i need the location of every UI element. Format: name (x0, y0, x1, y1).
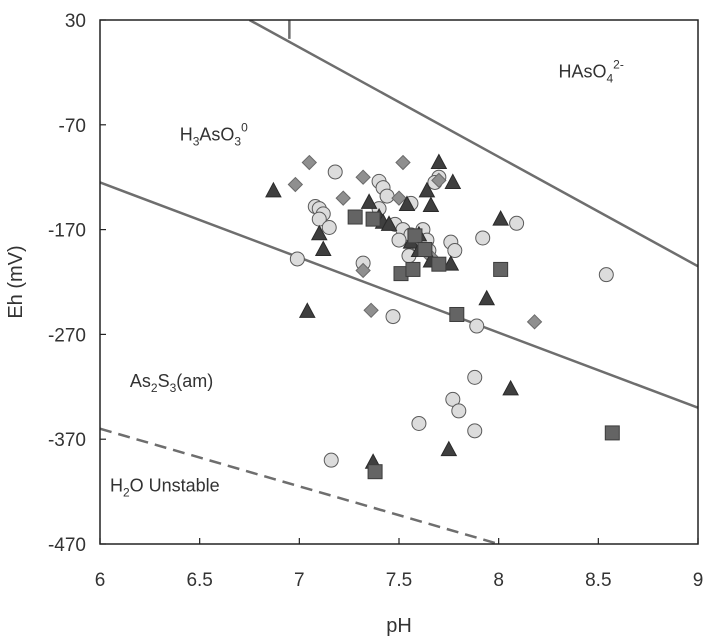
circle-point-34 (451, 403, 467, 419)
y-tick-label-5: -470 (48, 535, 86, 556)
diamond-point-4 (395, 154, 411, 171)
diamond-point-7 (363, 302, 379, 319)
x-tick-label-5: 8.5 (585, 570, 611, 591)
boundary-line-2 (100, 181, 698, 409)
diamond-point-3 (355, 169, 371, 185)
region-label-h2o: H2O Unstable (110, 476, 220, 500)
triangle-point-7 (380, 215, 398, 231)
diamond-point-9 (526, 314, 543, 330)
y-tick-label-1: -70 (59, 116, 86, 137)
region-label-h3aso3: H3AsO30 (180, 121, 248, 149)
triangle-point-1 (298, 302, 316, 318)
circle-point-33 (445, 391, 461, 407)
square-point-9 (367, 464, 383, 480)
triangle-point-18 (444, 173, 462, 189)
triangle-point-15 (422, 196, 440, 212)
circle-point-30 (385, 309, 401, 325)
y-tick-label-0: 30 (65, 11, 86, 32)
y-tick-label-3: -270 (48, 325, 86, 346)
triangle-point-19 (478, 289, 496, 306)
circle-point-27 (598, 267, 614, 283)
region-label-haso4: HAsO42- (558, 58, 623, 86)
circle-point-26 (509, 215, 525, 231)
square-point-0 (347, 209, 363, 225)
x-tick-label-1: 6.5 (186, 570, 212, 591)
circle-point-8 (379, 188, 395, 204)
boundary-line-3 (100, 427, 500, 544)
circle-point-31 (469, 318, 485, 334)
diamond-point-8 (355, 262, 371, 279)
triangle-point-17 (442, 255, 460, 271)
circle-point-24 (447, 243, 463, 259)
x-axis-title: pH (386, 615, 412, 637)
triangle-point-14 (418, 181, 436, 198)
circle-point-35 (467, 423, 483, 439)
square-point-6 (431, 256, 447, 272)
x-tick-label-4: 8 (493, 570, 504, 591)
square-point-10 (604, 425, 620, 441)
triangle-point-22 (440, 440, 458, 457)
square-point-3 (417, 242, 433, 258)
diamond-point-2 (335, 190, 351, 206)
diamond-point-1 (287, 176, 304, 193)
region-label-as2s3: As2S3(am) (130, 371, 213, 395)
circle-point-36 (411, 415, 427, 431)
triangle-point-20 (492, 210, 509, 226)
circle-point-0 (327, 164, 343, 180)
x-tick-label-6: 9 (693, 570, 704, 591)
circle-point-37 (323, 452, 339, 468)
y-axis-title: Eh (mV) (5, 245, 27, 318)
diamond-point-0 (301, 154, 318, 171)
y-tick-label-4: -370 (48, 430, 86, 451)
square-point-8 (449, 306, 465, 322)
circle-point-16 (391, 232, 407, 248)
triangle-point-4 (360, 193, 378, 209)
x-tick-label-0: 6 (95, 570, 106, 591)
square-point-5 (405, 261, 421, 277)
circle-point-32 (467, 369, 483, 385)
triangle-point-16 (430, 153, 448, 170)
triangle-point-9 (398, 195, 416, 211)
plot-area: H3AsO30 HAsO42- As2S3(am) H2O Unstable (100, 20, 698, 544)
triangle-point-21 (502, 379, 519, 396)
x-tick-label-2: 7 (294, 570, 305, 591)
diamond-point-6 (431, 172, 447, 189)
circle-point-5 (321, 220, 337, 236)
triangle-point-2 (310, 224, 328, 241)
circle-point-25 (475, 230, 491, 246)
plot-frame (99, 19, 699, 545)
triangle-point-0 (265, 181, 282, 198)
square-point-7 (493, 261, 509, 277)
axes: 6 6.5 7 7.5 8 8.5 9 30 -70 -170 -270 -370 -470 (48, 11, 703, 591)
y-tick-label-2: -170 (48, 221, 86, 242)
boundary-line-0 (248, 20, 698, 268)
circle-point-28 (289, 251, 305, 267)
diamond-point-5 (391, 190, 407, 206)
x-tick-label-3: 7.5 (386, 570, 412, 591)
triangle-point-3 (314, 240, 332, 257)
square-point-1 (365, 211, 381, 227)
square-point-2 (407, 228, 423, 244)
data-points (265, 153, 620, 480)
